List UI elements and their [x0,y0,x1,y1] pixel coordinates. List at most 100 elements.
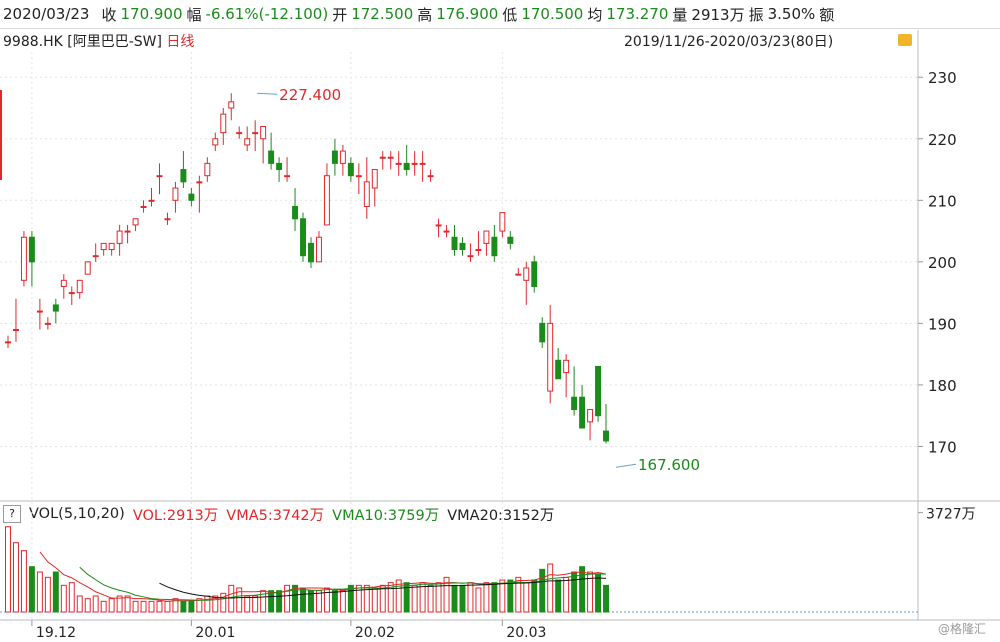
volume-bar-down [180,600,187,613]
change-value: -6.61%(-12.100) [205,5,329,23]
volume-bar-down [308,590,314,613]
candle-up [547,322,554,392]
candle-up [44,322,51,325]
candle-up [204,162,211,177]
candle-up [236,132,243,135]
quote-bar: 2020/03/23 收 170.900 幅 -6.61%(-12.100) 开… [0,0,1000,29]
volume-bar-up [315,590,322,613]
volume-bar-up [411,584,418,613]
change-label: 幅 [186,5,202,24]
volume-bar-up [228,584,235,613]
date-range[interactable]: 2019/11/26-2020/03/23(80日) [624,34,834,50]
chart-subheader: 9988.HK [阿里巴巴-SW] 日线 2019/11/26-2020/03/… [0,29,1000,51]
annotation-label: 167.600 [638,456,700,474]
volume-bar-up [220,592,227,613]
time-tick-label: 20.02 [355,625,395,641]
candle-up [355,175,362,178]
candle-down [331,150,338,164]
candle-down [268,150,275,164]
volume-bar-down [347,584,354,613]
volume-bar-up [467,582,474,613]
volume-bar-down [331,590,338,613]
candle-down [403,162,410,171]
candle-up [220,113,227,134]
time-tick-label: 19.12 [36,625,76,641]
candle-down [188,193,195,201]
candle-up [260,125,267,140]
candle-up [124,230,131,233]
candle-up [467,255,474,258]
volume-bar-up [499,579,506,613]
candle-up [156,175,163,178]
volume-bar-up [20,550,27,613]
candle-up [228,101,235,109]
volume-bar-down [507,579,514,613]
candle-up [164,218,171,221]
volume-header: ? VOL(5,10,20) VOL:2913万 VMA5:3742万 VMA1… [0,503,1000,525]
volume-bar-up [148,600,155,613]
candle-down [300,218,306,257]
lock-icon[interactable] [898,34,912,46]
volume-bar-up [355,584,362,613]
candle-up [379,156,386,159]
candle-up [116,230,123,244]
candle-up [427,175,434,178]
period-label: 日线 [166,34,195,50]
volume-bar-up [252,595,259,613]
volume-bar-up [164,600,171,613]
volume-bar-down [531,579,538,613]
candle-up [132,218,139,226]
price-tick-label: 210 [928,192,957,210]
price-tick-label: 190 [928,315,957,333]
candle-up [323,175,330,226]
volume-bar-up [132,600,139,613]
candle-up [475,249,482,252]
volume-bar-up [379,584,386,613]
price-tick-label: 180 [928,377,957,395]
candle-up [172,187,179,201]
candle-up [483,230,490,244]
candle-up [100,242,107,251]
volume-bar-down [276,590,283,613]
volume-bar-down [603,584,609,613]
vma20-value: VMA20:3152万 [447,507,555,524]
candle-up [419,162,426,165]
annotation-label: 227.400 [279,86,341,104]
annotation-arrow [615,463,637,468]
candle-up [212,138,219,146]
amplitude-label: 振 [748,5,764,24]
candle-up [435,224,442,227]
candle-up [5,341,11,344]
amount-label: 额 [819,5,835,24]
volume-bar-up [435,582,442,613]
help-button[interactable]: ? [3,505,21,523]
volume-bar-up [395,579,402,613]
volume-bar-down [451,584,458,613]
price-tick-label: 170 [928,438,957,456]
symbol-name: 9988.HK [阿里巴巴-SW] [3,34,162,50]
volume-bar-up [116,595,123,613]
candle-up [284,175,291,178]
price-tick-label: 200 [928,254,957,272]
candle-down [347,162,354,177]
volume-bar-down [52,571,59,613]
candle-up [523,267,530,281]
candle-up [499,212,506,232]
annotation-arrow [257,92,278,95]
volume-bar-down [491,582,498,613]
candle-up [148,199,155,202]
candle-down [180,169,187,183]
time-tick-label: 20.01 [195,625,235,641]
candle-down [276,162,283,171]
avg-label: 均 [587,5,603,24]
close-label: 收 [101,5,117,24]
avg-value: 173.270 [606,5,669,23]
volume-bar-up [363,584,370,613]
volume-bar-up [547,563,554,613]
volume-bar-down [403,582,410,613]
candle-down [292,205,299,220]
candle-up [20,236,27,281]
volume-bar-up [44,576,51,613]
price-tick-label: 220 [928,131,957,149]
